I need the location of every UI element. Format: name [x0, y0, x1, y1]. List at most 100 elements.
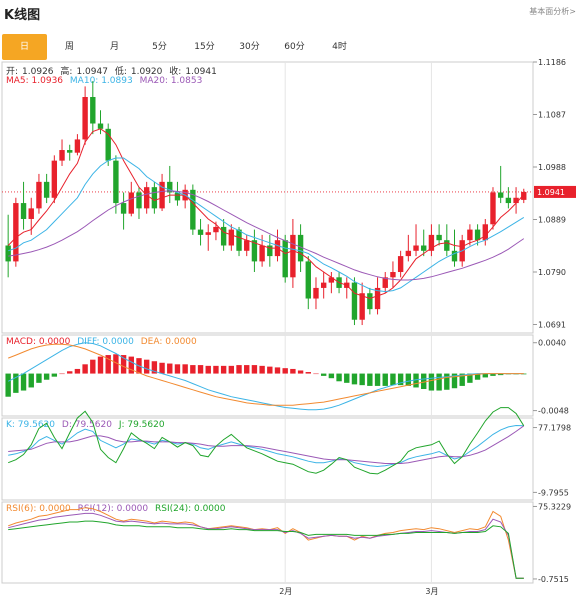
low-label: 低: — [114, 67, 127, 77]
candle-body — [490, 192, 496, 225]
rsi6-line — [8, 507, 524, 579]
ma20-legend: MA20: 1.0853 — [139, 76, 203, 86]
price-tick-label: 1.1087 — [538, 111, 566, 120]
last-price-label: 1.0941 — [537, 188, 565, 197]
panel-frame-3 — [1, 501, 534, 584]
candle-body — [51, 160, 58, 198]
macd-bar — [36, 373, 42, 383]
macd-legend: MACD: 0.0000 DIFF: 0.0000 DEA: 0.0000 — [6, 337, 201, 347]
tab-4[interactable]: 15分 — [194, 42, 215, 52]
macd-bar — [159, 362, 165, 374]
candle-body — [505, 197, 512, 204]
macd-bar — [482, 373, 488, 378]
candle-body — [367, 293, 373, 310]
macd-legend-dea: DEA: 0.0000 — [140, 337, 197, 347]
fundamental-analysis-link[interactable]: 基本面分析> — [529, 7, 576, 16]
macd-bar — [228, 365, 235, 374]
macd-bar — [90, 359, 96, 374]
macd-bar — [251, 365, 258, 374]
candle-body — [320, 282, 327, 288]
rsi-tick-label: -0.7515 — [538, 575, 569, 584]
macd-bar — [274, 367, 281, 374]
macd-bar — [151, 361, 158, 374]
rsi-legend-12: RSI(12): 0.0000 — [77, 504, 149, 514]
candle-body — [267, 245, 273, 257]
tab-2[interactable]: 月 — [109, 42, 119, 52]
macd-bar — [190, 365, 196, 374]
candle-body — [390, 272, 396, 278]
macd-bar — [459, 373, 465, 386]
candle-body — [259, 245, 265, 262]
candle-body — [28, 208, 34, 219]
candle-body — [413, 245, 419, 251]
candle-body — [467, 229, 473, 241]
candle-body — [43, 181, 50, 198]
macd-bar — [297, 370, 304, 374]
macd-bar — [182, 364, 188, 374]
macd-bar — [405, 373, 412, 386]
candle-body — [282, 240, 288, 278]
candle-body — [382, 277, 388, 288]
candle-body — [205, 232, 211, 235]
candle-body — [59, 150, 65, 161]
macd-bar — [74, 368, 81, 374]
tab-0[interactable]: 日 — [2, 34, 47, 60]
macd-bar — [436, 373, 442, 391]
candle-body — [128, 192, 134, 214]
macd-bar — [421, 373, 427, 389]
candle-body — [113, 160, 119, 204]
price-tick-label: 1.0889 — [538, 216, 566, 225]
candle-body — [5, 245, 11, 262]
period-tabs: 日 周 月 5分 15分 30分 60分 4时 — [2, 34, 578, 60]
tab-7[interactable]: 4时 — [332, 42, 347, 52]
macd-bar — [382, 373, 388, 386]
candle-body — [351, 282, 358, 320]
macd-bar — [167, 363, 173, 374]
candle-body — [513, 197, 519, 204]
macd-bar — [197, 365, 204, 374]
macd-bar — [451, 373, 458, 389]
tab-6[interactable]: 60分 — [284, 42, 305, 52]
candle-body — [428, 234, 435, 251]
candle-body — [228, 229, 235, 246]
panel-frame-0 — [1, 61, 534, 334]
macd-bar — [305, 372, 311, 374]
macd-bar — [328, 373, 335, 379]
kdj-legend-k: K: 79.5620 — [6, 420, 56, 430]
macd-bar — [267, 366, 273, 374]
candle-body — [297, 234, 304, 262]
page-title: K线图 — [4, 8, 41, 23]
candle-body — [313, 287, 319, 299]
candle-body — [359, 293, 365, 320]
tab-5[interactable]: 30分 — [239, 42, 260, 52]
ma5-line — [7, 128, 525, 300]
ohlc-legend: 开: 1.0926 高: 1.0947 低: 1.0920 收: 1.0941 — [6, 64, 221, 77]
macd-bar — [244, 365, 250, 374]
candle-body — [451, 250, 458, 262]
tab-1[interactable]: 周 — [64, 42, 74, 52]
candle-body — [105, 128, 111, 161]
high-label: 高: — [60, 67, 73, 77]
candle-body — [190, 189, 196, 230]
macd-bar — [174, 364, 181, 374]
macd-bar — [13, 373, 19, 393]
open-label: 开: — [6, 67, 19, 77]
macd-bar — [205, 365, 211, 374]
macd-bar — [282, 368, 288, 374]
j-line — [8, 407, 525, 475]
open-value: 1.0926 — [22, 67, 54, 77]
kdj-tick-label: -9.7955 — [538, 488, 569, 497]
candle-body — [421, 245, 427, 251]
low-value: 1.0920 — [130, 67, 163, 77]
rsi-legend-24: RSI(24): 0.0000 — [155, 504, 226, 514]
candle-body — [436, 234, 442, 241]
macd-bar — [444, 373, 450, 390]
candle-body — [444, 240, 450, 251]
candle-body — [67, 150, 73, 153]
macd-bar — [213, 365, 219, 374]
panel-frame-1 — [1, 334, 534, 417]
macd-bar — [67, 371, 73, 374]
tab-3[interactable]: 5分 — [152, 42, 167, 52]
candle-body — [20, 203, 27, 219]
